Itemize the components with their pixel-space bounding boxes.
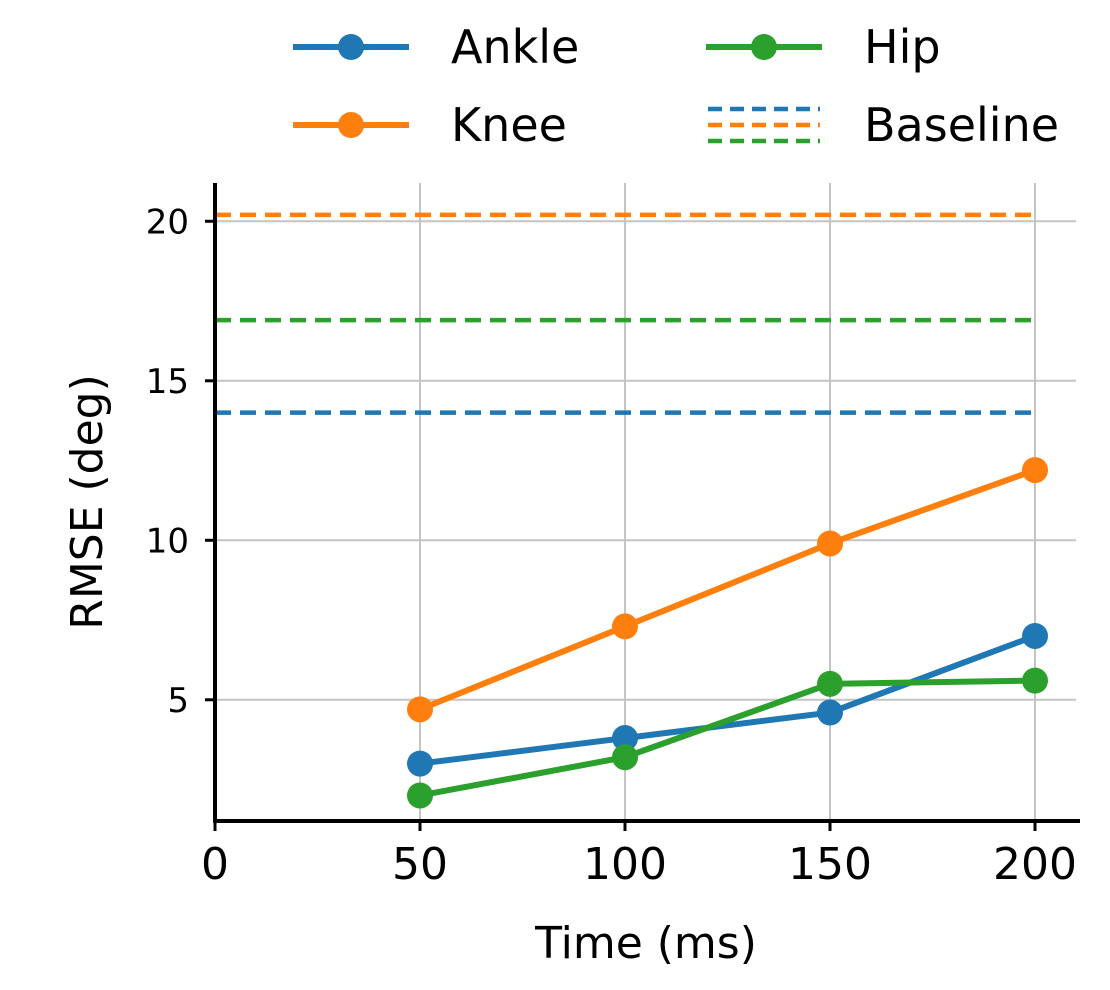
legend-item-ankle: Ankle: [293, 20, 579, 74]
y-tick-label: 20: [146, 202, 189, 242]
legend-swatch-marker: [338, 34, 364, 60]
grid: [215, 183, 1076, 821]
x-tick-label: 150: [788, 839, 872, 890]
data-point-hip: [1022, 667, 1048, 694]
series-line-hip: [417, 677, 1038, 799]
legend: Ankle Knee Hip Baseline: [293, 20, 1059, 152]
axes: [213, 183, 1080, 823]
legend-label: Ankle: [451, 20, 579, 74]
x-tick-label: 100: [583, 839, 667, 890]
legend-label: Baseline: [864, 98, 1059, 152]
data-point-ankle: [407, 750, 433, 777]
data-point-knee: [407, 696, 433, 723]
legend-item-hip: Hip: [706, 20, 941, 74]
legend-swatch-marker: [751, 34, 777, 60]
data-point-ankle: [817, 699, 843, 726]
series: [407, 457, 1048, 809]
x-tick-label: 50: [392, 839, 448, 890]
y-tick-label: 5: [167, 681, 189, 721]
ticks: 0 50 100 150 200 5 10 15 20: [146, 202, 1077, 890]
legend-label: Knee: [451, 98, 567, 152]
data-point-ankle: [1022, 622, 1048, 649]
series-line-ankle: [417, 632, 1038, 767]
y-axis-label: RMSE (deg): [62, 374, 113, 630]
y-tick-label: 15: [146, 362, 189, 402]
y-tick-label: 10: [146, 521, 189, 561]
data-point-hip: [612, 744, 638, 771]
data-point-knee: [817, 530, 843, 557]
data-point-hip: [817, 670, 843, 697]
x-tick-label: 0: [201, 839, 229, 890]
x-axis-label: Time (ms): [534, 918, 757, 969]
legend-item-knee: Knee: [293, 98, 567, 152]
data-point-ankle: [612, 725, 638, 752]
x-tick-label: 200: [993, 839, 1077, 890]
baselines: [215, 212, 1035, 415]
data-point-knee: [1022, 457, 1048, 484]
legend-item-baseline: Baseline: [708, 98, 1059, 152]
data-point-knee: [612, 613, 638, 640]
legend-label: Hip: [864, 20, 941, 74]
data-point-hip: [407, 782, 433, 809]
series-line-knee: [417, 467, 1038, 713]
legend-swatch-marker: [338, 112, 364, 138]
